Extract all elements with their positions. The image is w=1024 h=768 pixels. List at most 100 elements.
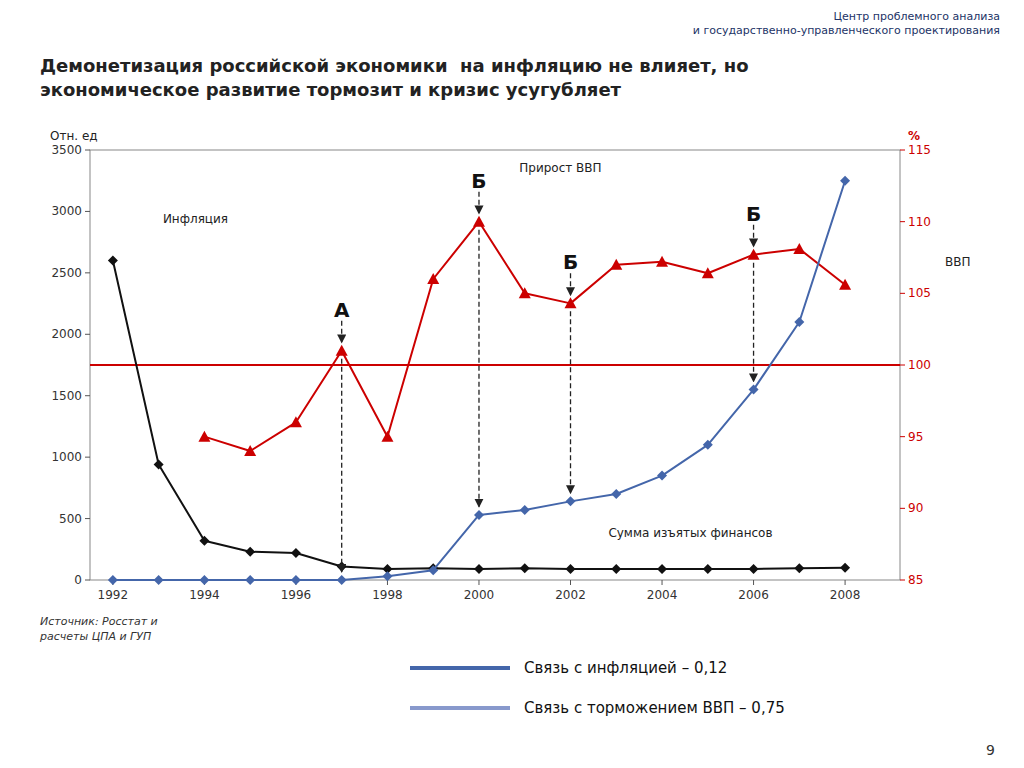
point [840,176,850,186]
y-tick-label: 0 [74,573,82,587]
point [566,496,576,506]
legend-entry: Связь с инфляцией – 0,12 [524,659,727,677]
page-number: 9 [986,742,995,758]
annotation: Б [563,250,578,274]
point [520,563,530,573]
source: Источник: Росстат ирасчеты ЦПА и ГУП [39,615,158,643]
y-tick-label: 3000 [51,204,82,218]
point [108,256,118,266]
annotation-arrow [478,230,479,507]
y2-tick [900,365,905,366]
annotation-arrow [341,359,342,572]
point [520,505,530,515]
x-tick [662,580,663,585]
point [839,279,851,290]
y2-tick-label: 105 [908,286,931,300]
point [519,287,531,298]
y2-tick-label: 110 [908,215,931,229]
annotation: Б [471,169,486,193]
annotation: А [334,298,350,322]
y-tick [85,272,90,273]
y-tick-label: 2500 [51,266,82,280]
y2-tick-label: 95 [908,430,923,444]
x-tick [753,580,754,585]
text-line: Центр проблемного анализа [833,10,1000,23]
point [703,440,713,450]
point [565,297,577,308]
point [748,249,760,260]
x-tick [845,580,846,585]
point [840,563,850,573]
point [657,564,667,574]
y2-axis-label: % [908,129,920,143]
point [428,565,438,575]
point [749,385,759,395]
y2-tick [900,580,905,581]
annotation-arrow [341,321,342,343]
text-line: и государственно-управленческого проекти… [693,24,1000,37]
annotation-arrow [478,192,479,214]
point [291,575,301,585]
y-tick-label: 500 [59,512,82,526]
point [794,317,804,327]
y2-tick-label: 115 [908,143,931,157]
x-tick-label: 2002 [555,588,586,602]
y-tick [85,580,90,581]
x-tick-label: 2004 [647,588,678,602]
series-label: Сумма изъятых финансов [608,526,772,540]
x-tick-label: 1996 [281,588,312,602]
point [154,575,164,585]
plot-data [90,176,900,585]
y2-side-label: ВВП [945,255,971,269]
point [290,416,302,427]
title: Демонетизация российской экономики на ин… [40,55,749,100]
point [656,256,668,267]
y-axis-label: Отн. ед [50,129,98,143]
text-line: экономическое развитие тормозит и кризис… [40,79,622,100]
point [244,445,256,456]
point [427,273,439,284]
series-line [204,222,845,451]
y-tick [85,457,90,458]
series-label: Прирост ВВП [519,161,601,175]
x-tick-label: 2008 [830,588,861,602]
point [199,575,209,585]
legend-swatch [410,666,510,670]
x-tick-label: 2006 [738,588,769,602]
x-tick [570,580,571,585]
x-tick-label: 1994 [189,588,220,602]
y2-tick [900,293,905,294]
point [566,564,576,574]
y-tick-label: 3500 [51,143,82,157]
point [291,548,301,558]
plot-frame [90,150,900,580]
y-tick [85,150,90,151]
reference-line [90,364,900,366]
y2-tick [900,150,905,151]
point [381,431,393,442]
point [198,431,210,442]
y-tick-label: 1000 [51,450,82,464]
text-line: Демонетизация российской экономики на ин… [40,55,749,76]
series-label: Инфляция [163,212,228,226]
point [337,575,347,585]
y-tick [85,334,90,335]
point [702,267,714,278]
legend-entry: Связь с торможением ВВП – 0,75 [524,699,785,717]
annotation-arrow [753,225,754,247]
point [703,564,713,574]
x-tick [478,580,479,585]
point [474,564,484,574]
y-tick [85,211,90,212]
point [473,216,485,227]
point [245,547,255,557]
point [108,575,118,585]
point [749,564,759,574]
annotation-arrow [570,311,571,493]
point [474,510,484,520]
point [382,571,392,581]
point [245,575,255,585]
annotation: Б [746,202,761,226]
point [611,564,621,574]
y-tick-label: 2000 [51,327,82,341]
